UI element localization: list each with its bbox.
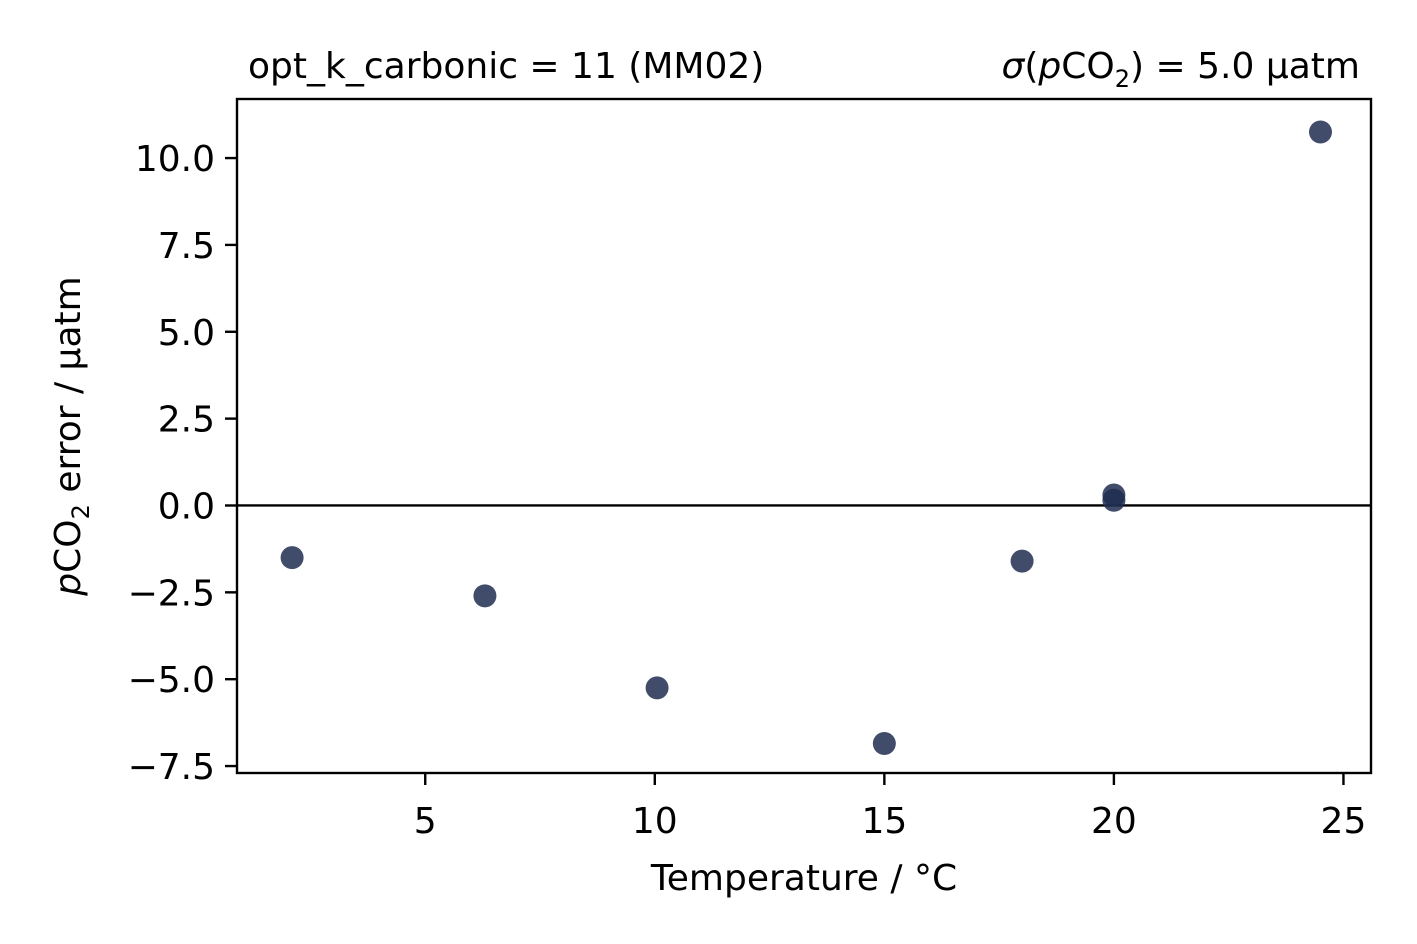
title-subscript-2: 2 (1115, 65, 1130, 93)
x-axis-ticks: 5 10 15 20 25 (414, 773, 1367, 842)
y-tick-label: 2.5 (158, 400, 215, 441)
title-rest: ) = 5.0 µatm (1130, 46, 1360, 87)
ylabel-co: CO (48, 519, 89, 572)
data-points (280, 120, 1332, 755)
title-co: CO (1061, 46, 1114, 87)
ylabel-p-italic: p (48, 573, 89, 597)
data-point (473, 584, 497, 608)
y-tick-label: 7.5 (158, 226, 215, 267)
y-tick-label: 0.0 (158, 486, 215, 527)
data-point (1308, 120, 1332, 144)
data-point (280, 546, 304, 570)
data-point (872, 731, 896, 755)
chart-title-left: opt_k_carbonic = 11 (MM02) (248, 46, 764, 87)
y-tick-label: −7.5 (128, 747, 215, 788)
x-tick-label: 15 (861, 801, 907, 842)
y-tick-label: 10.0 (135, 139, 215, 180)
ylabel-rest: error / µatm (48, 276, 89, 504)
y-axis-ticks: 10.0 7.5 5.0 2.5 0.0 −2.5 −5.0 −7.5 (128, 139, 237, 788)
y-axis-title: pCO2 error / µatm (48, 276, 95, 596)
y-tick-label: −5.0 (128, 660, 215, 701)
y-tick-label: 5.0 (158, 313, 215, 354)
x-tick-label: 10 (632, 801, 678, 842)
data-point (1010, 549, 1034, 573)
title-open-paren: ( (1024, 46, 1038, 87)
data-point (645, 676, 669, 700)
chart-title-right: σ(pCO2) = 5.0 µatm (1002, 46, 1360, 93)
plot-frame (235, 97, 1373, 775)
ylabel-subscript-2: 2 (67, 504, 95, 519)
data-point (1102, 488, 1126, 512)
title-p-italic: p (1037, 46, 1061, 87)
sigma-symbol: σ (1002, 46, 1026, 87)
x-tick-label: 5 (414, 801, 437, 842)
x-axis-title: Temperature / °C (650, 858, 957, 899)
x-tick-label: 20 (1091, 801, 1137, 842)
y-tick-label: −2.5 (128, 573, 215, 614)
x-tick-label: 25 (1321, 801, 1367, 842)
